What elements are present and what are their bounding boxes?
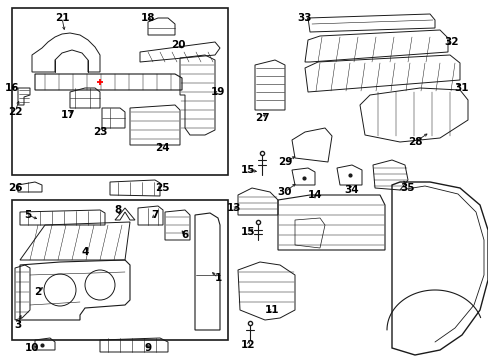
Text: 17: 17 (61, 110, 75, 120)
Text: 11: 11 (264, 305, 279, 315)
Text: 26: 26 (8, 183, 22, 193)
Text: 23: 23 (93, 127, 107, 137)
Text: 19: 19 (210, 87, 225, 97)
Text: 34: 34 (344, 185, 359, 195)
Text: 24: 24 (154, 143, 169, 153)
Text: 30: 30 (277, 187, 292, 197)
Text: 31: 31 (454, 83, 468, 93)
Text: 16: 16 (5, 83, 19, 93)
Text: 15: 15 (240, 165, 255, 175)
Text: 33: 33 (297, 13, 312, 23)
Text: 14: 14 (307, 190, 322, 200)
Text: 2: 2 (34, 287, 41, 297)
Bar (12, 200, 227, 340)
Text: 22: 22 (8, 107, 22, 117)
Text: 27: 27 (254, 113, 269, 123)
Text: 4: 4 (81, 247, 88, 257)
Text: 28: 28 (407, 137, 421, 147)
Text: 5: 5 (24, 210, 32, 220)
Text: 8: 8 (114, 205, 122, 215)
Text: 7: 7 (151, 210, 159, 220)
Bar (12, 8, 227, 175)
Text: 35: 35 (400, 183, 414, 193)
Text: 9: 9 (144, 343, 151, 353)
Text: 13: 13 (226, 203, 241, 213)
Text: 6: 6 (181, 230, 188, 240)
Text: 3: 3 (14, 320, 21, 330)
Text: 10: 10 (25, 343, 39, 353)
Text: 18: 18 (141, 13, 155, 23)
Text: 25: 25 (154, 183, 169, 193)
Text: 20: 20 (170, 40, 185, 50)
Text: 1: 1 (214, 273, 221, 283)
Text: 32: 32 (444, 37, 458, 47)
Text: 15: 15 (240, 227, 255, 237)
Text: 12: 12 (240, 340, 255, 350)
Text: 29: 29 (277, 157, 292, 167)
Text: 21: 21 (55, 13, 69, 23)
